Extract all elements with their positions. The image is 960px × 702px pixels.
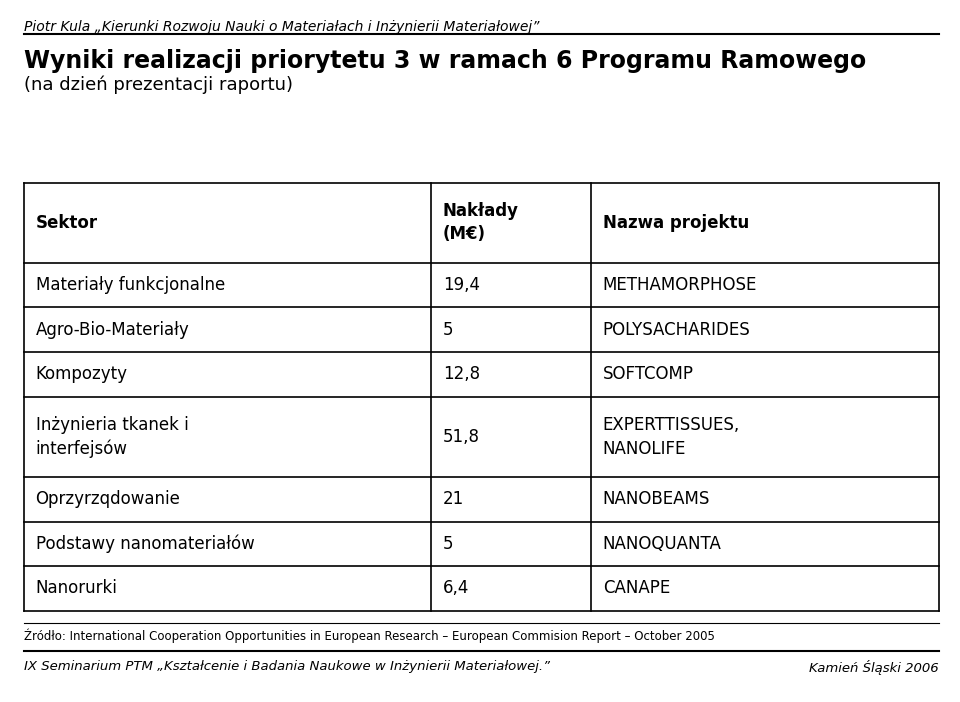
Text: METHAMORPHOSE: METHAMORPHOSE (603, 276, 757, 294)
Text: CANAPE: CANAPE (603, 579, 670, 597)
Text: 12,8: 12,8 (443, 365, 480, 383)
Text: Nakłady
(M€): Nakłady (M€) (443, 202, 518, 244)
Text: 21: 21 (443, 490, 464, 508)
Text: Sektor: Sektor (36, 213, 98, 232)
Text: SOFTCOMP: SOFTCOMP (603, 365, 694, 383)
Text: Agro-Bio-Materiały: Agro-Bio-Materiały (36, 321, 189, 339)
Text: 5: 5 (443, 535, 453, 553)
Text: Podstawy nanomateriałów: Podstawy nanomateriałów (36, 535, 254, 553)
Text: EXPERTTISSUES,
NANOLIFE: EXPERTTISSUES, NANOLIFE (603, 416, 740, 458)
Text: Nazwa projektu: Nazwa projektu (603, 213, 749, 232)
Text: Materiały funkcjonalne: Materiały funkcjonalne (36, 276, 225, 294)
Text: 19,4: 19,4 (443, 276, 480, 294)
Text: Kamień Śląski 2006: Kamień Śląski 2006 (809, 660, 939, 675)
Text: 51,8: 51,8 (443, 428, 480, 446)
Text: (na dzień prezentacji raportu): (na dzień prezentacji raportu) (24, 75, 293, 93)
Text: NANOBEAMS: NANOBEAMS (603, 490, 710, 508)
Text: NANOQUANTA: NANOQUANTA (603, 535, 722, 553)
Text: Piotr Kula „Kierunki Rozwoju Nauki o Materiałach i Inżynierii Materiałowej”: Piotr Kula „Kierunki Rozwoju Nauki o Mat… (24, 20, 540, 34)
Text: Wyniki realizacji priorytetu 3 w ramach 6 Programu Ramowego: Wyniki realizacji priorytetu 3 w ramach … (24, 49, 866, 73)
Text: IX Seminarium PTM „Kształcenie i Badania Naukowe w Inżynierii Materiałowej.”: IX Seminarium PTM „Kształcenie i Badania… (24, 660, 550, 673)
Text: Nanorurki: Nanorurki (36, 579, 117, 597)
Text: Kompozyty: Kompozyty (36, 365, 128, 383)
Text: Źródło: International Cooperation Opportunities in European Research – European : Źródło: International Cooperation Opport… (24, 628, 715, 643)
Text: Inżynieria tkanek i
interfejsów: Inżynieria tkanek i interfejsów (36, 416, 188, 458)
Text: 6,4: 6,4 (443, 579, 469, 597)
Text: 5: 5 (443, 321, 453, 339)
Text: Oprzyrzqdowanie: Oprzyrzqdowanie (36, 490, 180, 508)
Text: POLYSACHARIDES: POLYSACHARIDES (603, 321, 751, 339)
